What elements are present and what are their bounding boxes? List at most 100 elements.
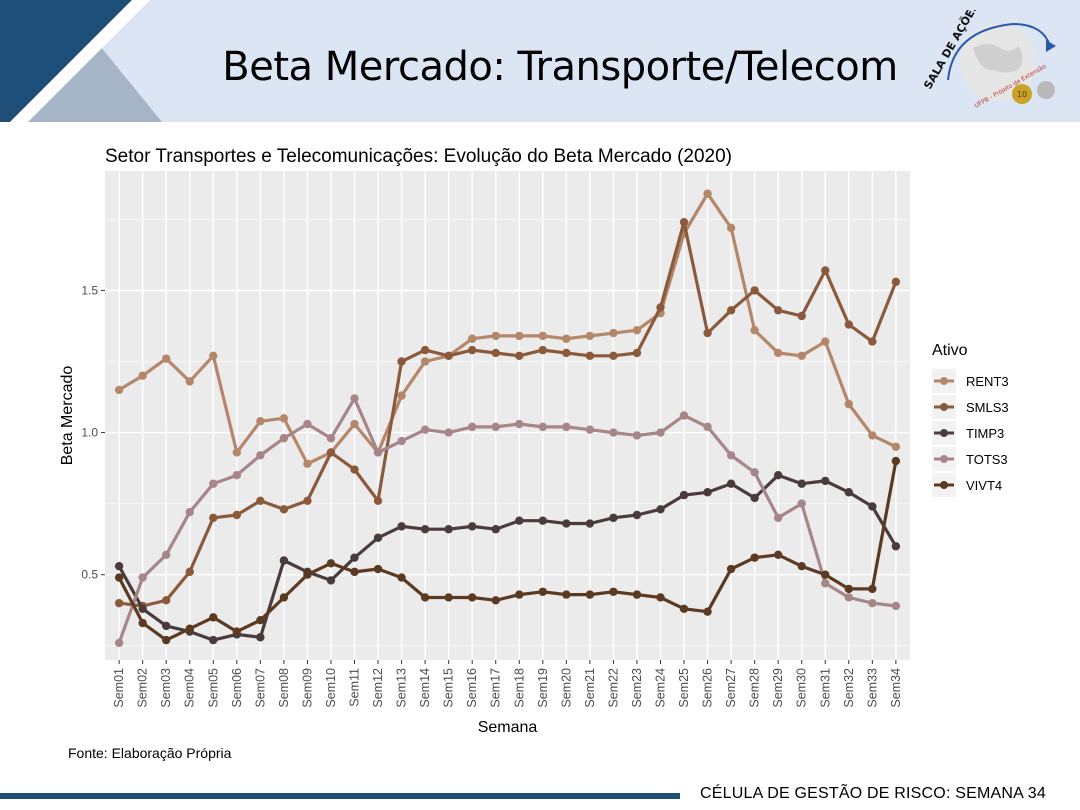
data-point-tots3 — [373, 448, 383, 457]
x-tick-label: Sem20 — [559, 668, 573, 708]
data-point-timp3 — [326, 576, 336, 585]
data-point-tots3 — [209, 479, 218, 488]
data-point-tots3 — [491, 422, 500, 432]
data-point-smls3 — [114, 598, 124, 608]
anniversary-seal — [1012, 84, 1032, 104]
data-point-smls3 — [797, 311, 806, 321]
data-point-smls3 — [750, 286, 759, 295]
data-point-smls3 — [538, 345, 548, 355]
x-tick-label: Sem04 — [183, 668, 197, 708]
data-point-rent3 — [538, 331, 548, 341]
data-point-rent3 — [232, 448, 242, 457]
data-point-smls3 — [609, 351, 618, 360]
data-point-vivt4 — [726, 564, 736, 574]
data-point-smls3 — [868, 337, 877, 346]
data-point-timp3 — [467, 522, 477, 531]
legend-key-point — [940, 481, 948, 489]
data-point-timp3 — [209, 635, 218, 645]
data-point-tots3 — [350, 394, 359, 403]
sala-de-acoes-logo: SALA DE AÇÕES UFPB - Projeto de Extensão… — [921, 10, 1056, 110]
x-tick-label: Sem22 — [606, 668, 620, 708]
data-point-smls3 — [350, 465, 359, 474]
series-line-rent3 — [118, 192, 897, 466]
data-point-rent3 — [397, 391, 406, 400]
data-point-tots3 — [114, 638, 124, 648]
data-point-tots3 — [726, 451, 736, 460]
data-point-timp3 — [844, 488, 854, 497]
data-point-smls3 — [397, 357, 406, 366]
data-point-vivt4 — [844, 584, 854, 594]
legend-title: Ativo — [932, 342, 968, 359]
data-point-rent3 — [114, 385, 124, 395]
series-layer — [114, 189, 901, 648]
x-tick-label: Sem26 — [701, 668, 715, 708]
data-point-smls3 — [279, 505, 289, 514]
data-point-smls3 — [656, 303, 665, 312]
banner-mid-triangle — [24, 46, 162, 122]
data-point-timp3 — [420, 525, 430, 534]
data-point-smls3 — [703, 328, 712, 338]
data-point-tots3 — [397, 436, 406, 446]
data-point-rent3 — [750, 326, 759, 335]
data-point-vivt4 — [444, 593, 453, 602]
x-tick-label: Sem13 — [395, 668, 409, 708]
data-point-rent3 — [279, 414, 289, 423]
legend-label: RENT3 — [966, 374, 1009, 389]
data-point-vivt4 — [821, 570, 830, 579]
x-tick-label: Sem19 — [536, 668, 550, 708]
data-point-timp3 — [726, 479, 736, 488]
data-point-smls3 — [444, 351, 453, 360]
data-point-timp3 — [773, 471, 783, 480]
legend-key-point — [940, 429, 948, 437]
beta-chart: Setor Transportes e Telecomunicações: Ev… — [59, 146, 1009, 736]
x-tick-label: Sem33 — [865, 668, 879, 708]
series-line-tots3 — [117, 396, 897, 644]
y-axis-label: Beta Mercado — [59, 366, 76, 466]
data-point-vivt4 — [138, 618, 147, 628]
x-tick-label: Sem01 — [112, 668, 126, 708]
x-tick-label: Sem08 — [277, 668, 291, 708]
x-tick-label: Sem28 — [748, 668, 762, 708]
data-point-vivt4 — [279, 593, 289, 602]
data-point-timp3 — [256, 633, 265, 642]
data-point-smls3 — [491, 348, 500, 358]
x-tick-label: Sem30 — [795, 668, 809, 708]
x-tick-label: Sem34 — [889, 668, 903, 708]
data-point-smls3 — [891, 277, 901, 287]
data-point-timp3 — [821, 476, 830, 486]
y-tick-label: 1.0 — [81, 426, 98, 440]
data-point-timp3 — [632, 510, 642, 520]
y-tick-label: 1.5 — [81, 283, 98, 297]
data-point-timp3 — [891, 542, 901, 551]
plot-panel — [105, 171, 910, 660]
series-line-vivt4 — [117, 460, 898, 642]
data-point-vivt4 — [656, 593, 665, 602]
x-tick-label: Sem11 — [348, 668, 362, 707]
legend-key-point — [940, 455, 948, 463]
data-point-tots3 — [750, 468, 759, 477]
data-point-tots3 — [444, 428, 453, 437]
data-point-smls3 — [515, 351, 524, 360]
x-tick-label: Sem21 — [583, 668, 597, 708]
data-point-rent3 — [420, 357, 430, 366]
data-point-tots3 — [585, 425, 595, 434]
data-point-tots3 — [303, 419, 312, 429]
data-point-vivt4 — [750, 553, 759, 562]
data-point-tots3 — [679, 411, 689, 420]
data-point-rent3 — [609, 328, 618, 338]
data-point-tots3 — [632, 431, 642, 440]
data-point-rent3 — [209, 351, 218, 360]
data-point-rent3 — [138, 371, 147, 380]
x-tick-label: Sem03 — [159, 668, 173, 708]
data-point-timp3 — [562, 519, 571, 528]
data-point-smls3 — [232, 510, 242, 520]
x-tick-label: Sem29 — [771, 668, 785, 708]
data-point-vivt4 — [326, 559, 336, 568]
axes: 0.5 1.0 1.5 Sem01 Sem02 Sem03 Sem04 Sem05 Sem06 S… — [81, 283, 903, 707]
data-point-smls3 — [467, 345, 477, 355]
data-point-vivt4 — [797, 561, 806, 571]
data-point-rent3 — [515, 331, 524, 341]
data-point-rent3 — [185, 377, 194, 386]
data-point-timp3 — [491, 525, 500, 534]
data-point-timp3 — [114, 561, 124, 571]
